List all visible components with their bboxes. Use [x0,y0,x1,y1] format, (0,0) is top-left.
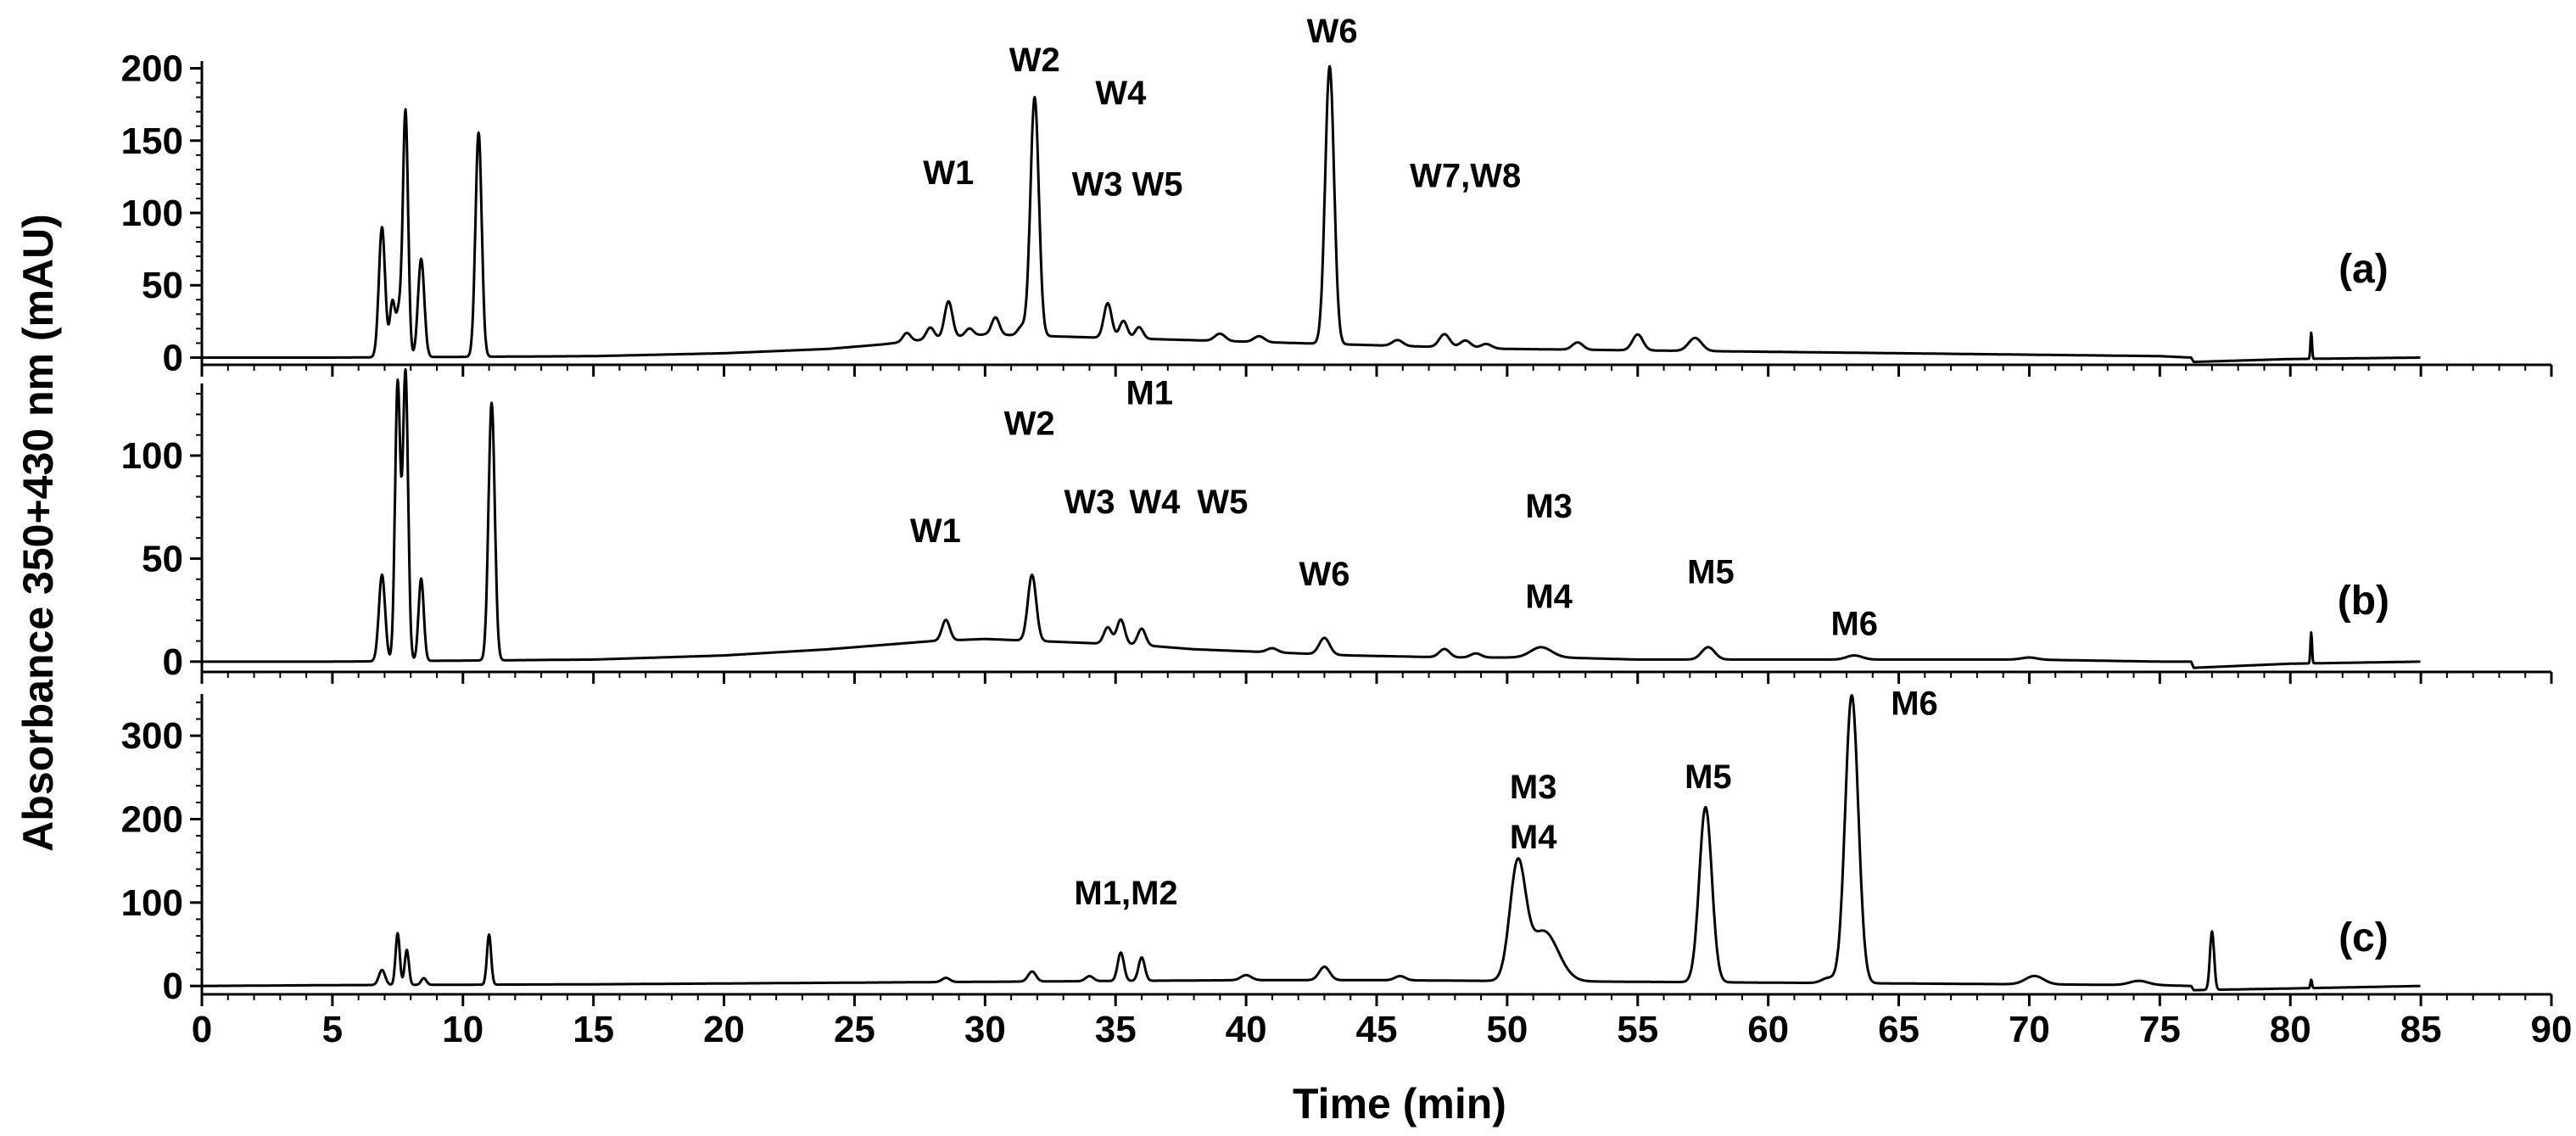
peak-label: W1 [910,512,961,550]
peak-label: W1 [923,154,974,192]
peak-label: M4 [1525,579,1573,616]
x-tick-label: 60 [1747,1009,1789,1050]
peak-label: M5 [1687,554,1735,591]
peak-label: M6 [1830,605,1878,642]
trace-line [201,64,2422,364]
y-tick-label: 100 [121,882,183,924]
peak-label: M3 [1510,769,1557,806]
trace-line [201,368,2422,669]
x-axis-title: Time (min) [1293,1080,1506,1128]
x-tick-label: 85 [2400,1009,2442,1050]
panel-label: (a) [2339,247,2389,292]
y-tick-label: 150 [121,120,183,162]
x-tick-label: 80 [2270,1009,2311,1050]
peak-label: W4 [1095,75,1147,112]
peak-label: W3 [1072,166,1123,204]
x-tick-label: 90 [2531,1009,2573,1050]
y-tick-label: 100 [121,435,183,477]
x-tick-label: 55 [1617,1009,1658,1050]
peak-label: W5 [1197,484,1248,521]
x-tick-label: 40 [1226,1009,1267,1050]
x-tick-label: 65 [1878,1009,1919,1050]
peak-label: W4 [1129,484,1181,521]
peak-label: M4 [1510,819,1557,856]
x-tick-label: 35 [1095,1009,1137,1050]
x-tick-label: 25 [834,1009,875,1050]
y-tick-label: 50 [142,265,183,306]
x-tick-label: 20 [703,1009,745,1050]
peak-label: M1 [1126,374,1173,411]
x-tick-label: 75 [2139,1009,2181,1050]
x-tick-label: 0 [192,1009,212,1050]
y-tick-label: 200 [121,799,183,841]
x-tick-label: 30 [964,1009,1006,1050]
y-tick-label: 200 [121,48,183,90]
y-tick-label: 0 [163,641,183,683]
x-tick-label: 70 [2009,1009,2050,1050]
peak-label: W6 [1307,13,1358,50]
panel-label: (b) [2338,579,2389,624]
peak-label: W5 [1132,166,1182,204]
y-tick-label: 50 [142,538,183,579]
peak-label: W2 [1009,42,1060,79]
y-tick-label: 0 [163,337,183,378]
peak-label: W2 [1004,406,1055,443]
x-tick-label: 5 [322,1009,343,1050]
x-tick-label: 10 [442,1009,483,1050]
y-axis-title: Absorbance 350+430 nm (mAU) [14,214,62,852]
peak-label: M6 [1891,686,1938,723]
panel-label: (c) [2339,915,2389,960]
peak-label: M3 [1525,488,1573,525]
x-tick-label: 45 [1356,1009,1398,1050]
peak-label: W3 [1064,484,1115,521]
y-tick-label: 0 [163,965,183,1007]
peak-label: W6 [1299,556,1349,593]
x-tick-label: 50 [1486,1009,1528,1050]
y-tick-label: 300 [121,715,183,757]
peak-label: M1,M2 [1074,875,1177,912]
trace-line [201,694,2422,992]
x-tick-label: 15 [573,1009,614,1050]
peak-label: W7,W8 [1410,157,1521,194]
y-tick-label: 100 [121,193,183,234]
peak-label: M5 [1685,758,1732,796]
